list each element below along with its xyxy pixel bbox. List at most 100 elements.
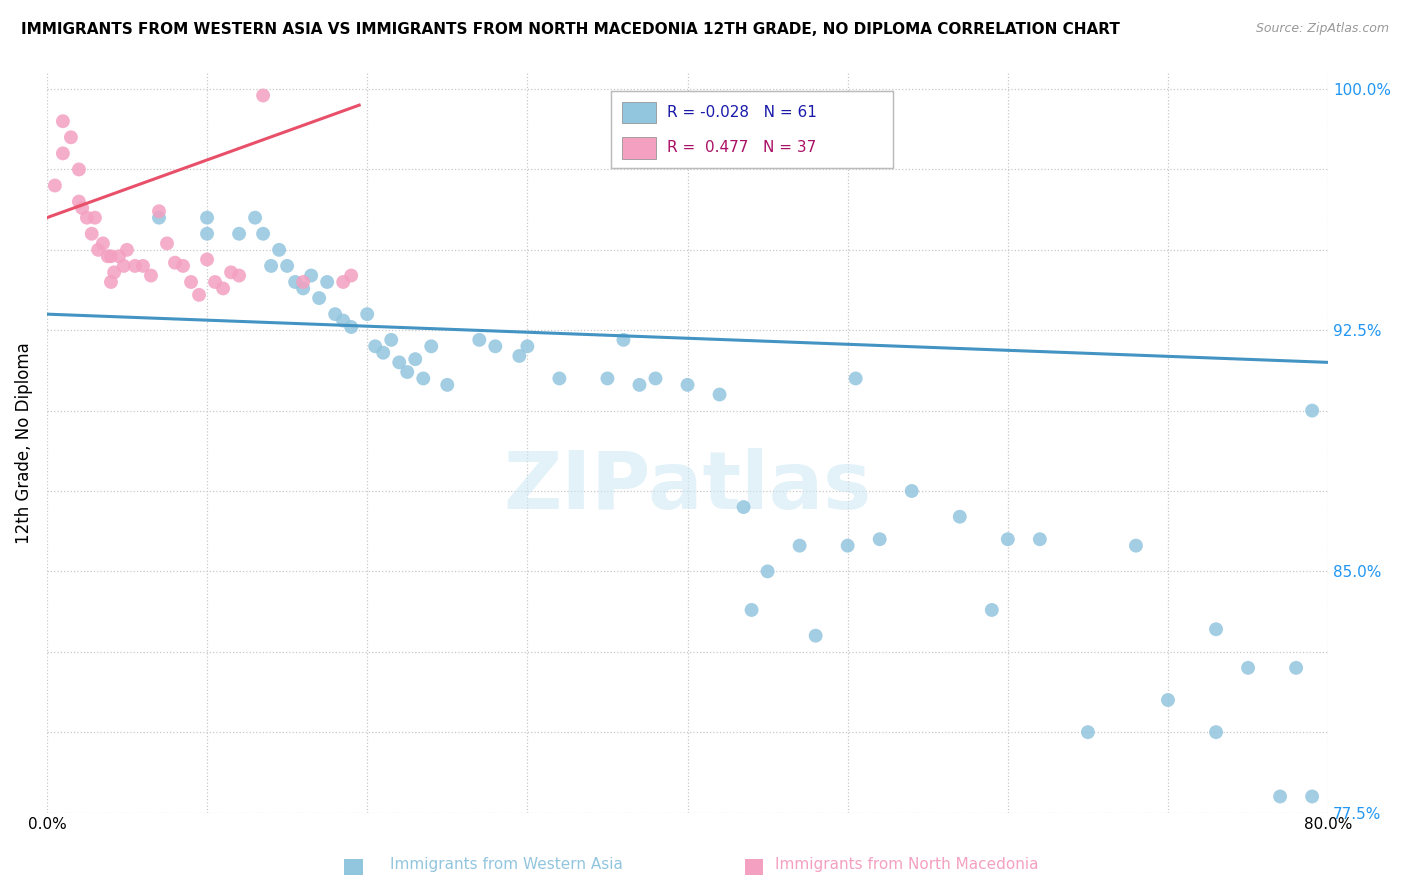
Point bbox=[997, 533, 1019, 547]
Point bbox=[356, 307, 378, 321]
Point bbox=[709, 387, 731, 401]
Point bbox=[260, 259, 283, 273]
Point bbox=[228, 268, 250, 283]
Point bbox=[292, 275, 315, 289]
Point bbox=[132, 259, 155, 273]
Point bbox=[284, 275, 307, 289]
Point bbox=[845, 371, 868, 385]
Point bbox=[869, 533, 891, 547]
Point bbox=[1301, 789, 1323, 804]
Y-axis label: 12th Grade, No Diploma: 12th Grade, No Diploma bbox=[15, 342, 32, 543]
Text: Immigrants from North Macedonia: Immigrants from North Macedonia bbox=[775, 857, 1039, 871]
Point bbox=[172, 259, 194, 273]
Point bbox=[195, 227, 218, 241]
Point bbox=[252, 88, 274, 103]
Point bbox=[97, 249, 120, 263]
Text: Immigrants from Western Asia: Immigrants from Western Asia bbox=[389, 857, 623, 871]
Point bbox=[373, 345, 395, 359]
Point bbox=[228, 227, 250, 241]
Point bbox=[380, 333, 402, 347]
Point bbox=[1157, 693, 1180, 707]
Point bbox=[1029, 533, 1052, 547]
Point bbox=[468, 333, 491, 347]
Point bbox=[84, 211, 107, 225]
Point bbox=[180, 275, 202, 289]
Point bbox=[148, 211, 170, 225]
Point bbox=[103, 265, 125, 279]
Point bbox=[188, 288, 211, 302]
Point bbox=[52, 146, 75, 161]
Point bbox=[204, 275, 226, 289]
Point bbox=[1077, 725, 1099, 739]
Point bbox=[100, 249, 122, 263]
Point bbox=[148, 204, 170, 219]
Point bbox=[308, 291, 330, 305]
Point bbox=[67, 162, 90, 177]
Point bbox=[269, 243, 291, 257]
Point bbox=[837, 539, 859, 553]
Point bbox=[412, 371, 434, 385]
Point bbox=[508, 349, 530, 363]
Point bbox=[115, 243, 138, 257]
Point bbox=[195, 252, 218, 267]
Point bbox=[789, 539, 811, 553]
Point bbox=[340, 320, 363, 334]
Point bbox=[1268, 789, 1291, 804]
Point bbox=[420, 339, 443, 353]
Point bbox=[108, 249, 131, 263]
Point bbox=[323, 307, 346, 321]
Point bbox=[124, 259, 146, 273]
Point bbox=[484, 339, 506, 353]
Point bbox=[252, 227, 274, 241]
Point bbox=[1301, 403, 1323, 417]
Point bbox=[292, 281, 315, 295]
Point bbox=[52, 114, 75, 128]
Point bbox=[67, 194, 90, 209]
Point bbox=[276, 259, 298, 273]
Point bbox=[404, 352, 426, 367]
Point bbox=[243, 211, 266, 225]
Text: IMMIGRANTS FROM WESTERN ASIA VS IMMIGRANTS FROM NORTH MACEDONIA 12TH GRADE, NO D: IMMIGRANTS FROM WESTERN ASIA VS IMMIGRAN… bbox=[21, 22, 1121, 37]
Point bbox=[676, 377, 699, 392]
Point bbox=[628, 377, 651, 392]
Point bbox=[388, 355, 411, 369]
Text: Source: ZipAtlas.com: Source: ZipAtlas.com bbox=[1256, 22, 1389, 36]
Point bbox=[1125, 539, 1147, 553]
Point bbox=[1205, 725, 1227, 739]
Point bbox=[949, 509, 972, 524]
Point bbox=[212, 281, 235, 295]
Point bbox=[396, 365, 419, 379]
Point bbox=[980, 603, 1002, 617]
Point bbox=[1285, 661, 1308, 675]
Point bbox=[436, 377, 458, 392]
Point bbox=[87, 243, 110, 257]
Point bbox=[548, 371, 571, 385]
Point bbox=[644, 371, 666, 385]
Point bbox=[44, 178, 66, 193]
Point bbox=[59, 130, 82, 145]
Point bbox=[516, 339, 538, 353]
Point bbox=[299, 268, 322, 283]
Point bbox=[340, 268, 363, 283]
Point bbox=[316, 275, 339, 289]
Point bbox=[195, 211, 218, 225]
Point bbox=[156, 236, 179, 251]
Point bbox=[1205, 622, 1227, 636]
Point bbox=[139, 268, 162, 283]
Point bbox=[804, 629, 827, 643]
Point bbox=[596, 371, 619, 385]
Point bbox=[1237, 661, 1260, 675]
Point bbox=[364, 339, 387, 353]
Point bbox=[219, 265, 242, 279]
Point bbox=[612, 333, 634, 347]
Point bbox=[70, 201, 93, 215]
Text: ZIPatlas: ZIPatlas bbox=[503, 448, 872, 526]
Point bbox=[332, 275, 354, 289]
Point bbox=[741, 603, 763, 617]
Point bbox=[91, 236, 114, 251]
Point bbox=[80, 227, 103, 241]
Point bbox=[112, 259, 135, 273]
Point bbox=[76, 211, 98, 225]
Point bbox=[756, 565, 779, 579]
Point bbox=[900, 483, 922, 498]
